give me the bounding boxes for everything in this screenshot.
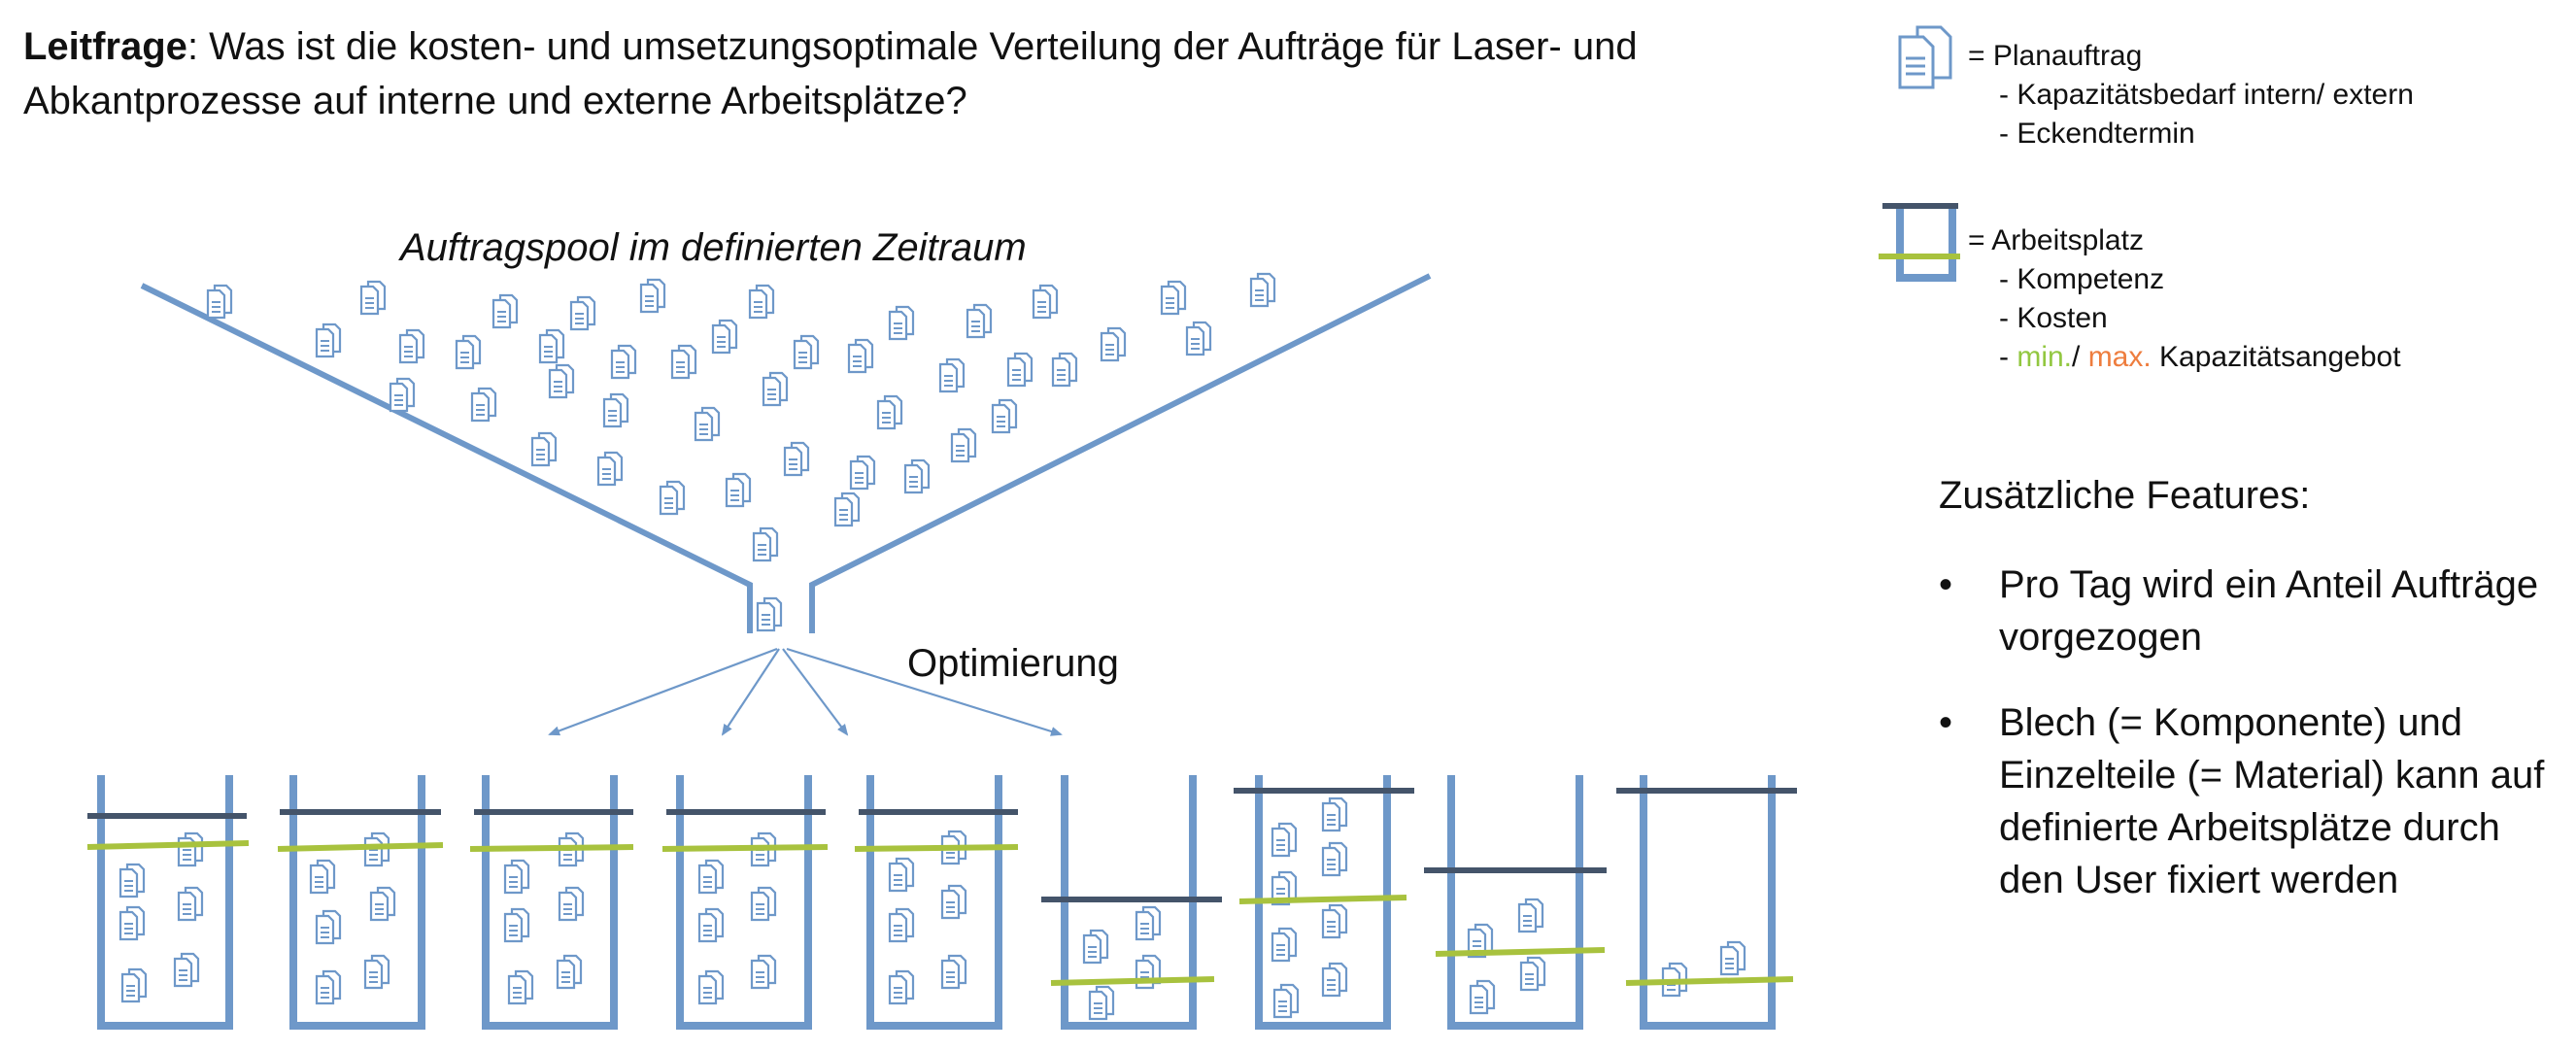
feature-item: • Pro Tag wird ein Anteil Aufträge vorge… [1939, 559, 2560, 663]
min-capacity-label: min. [2017, 341, 2073, 373]
order-legend: = Planauftrag - Kapazitätsbedarf intern/… [1968, 37, 2414, 153]
workplace-4 [661, 775, 829, 1030]
order-pool-label: Auftragspool im definierten Zeitraum [398, 226, 1027, 269]
workplace-2 [277, 775, 444, 1030]
workplace-legend-item-competence: - Kompetenz [1999, 263, 2165, 295]
workplace-3 [469, 775, 634, 1030]
workplace-legend: = Arbeitsplatz - Kompetenz - Kosten - mi… [1968, 221, 2401, 377]
features-panel: Zusätzliche Features: • Pro Tag wird ein… [1939, 474, 2560, 906]
workplace-legend-title: = Arbeitsplatz [1968, 224, 2144, 256]
max-capacity-label: max. [2087, 341, 2152, 373]
workplace-8 [1424, 775, 1607, 1030]
order-legend-item-capacity: - Kapazitätsbedarf intern/ extern [1999, 79, 2414, 111]
question-text: : Was ist die kosten- und umsetzungsopti… [23, 25, 1638, 122]
features-title: Zusätzliche Features: [1939, 474, 2311, 517]
order-legend-title: = Planauftrag [1968, 40, 2143, 72]
order-pool-documents [206, 272, 1276, 632]
workplace-5 [854, 775, 1019, 1030]
feature-text: Blech (= Komponente) und Einzelteile (= … [1999, 701, 2545, 901]
workplace-9 [1616, 775, 1797, 1030]
question-label: Leitfrage [23, 25, 187, 68]
optimization-label: Optimierung [907, 642, 1119, 685]
order-pool-funnel [140, 273, 1432, 633]
order-legend-icon [1898, 25, 1952, 89]
workplace-7 [1234, 775, 1414, 1030]
order-legend-item-deadline: - Eckendtermin [1999, 118, 2195, 150]
bullet-icon: • [1939, 563, 1953, 606]
workplace-6 [1041, 775, 1222, 1030]
feature-item: • Blech (= Komponente) und Einzelteile (… [1939, 696, 2560, 906]
optimization-arrows [548, 647, 1063, 736]
feature-text: Pro Tag wird ein Anteil Aufträge vorgezo… [1999, 563, 2539, 659]
workplace-1 [86, 775, 250, 1030]
guiding-question: Leitfrage: Was ist die kosten- und umset… [23, 19, 1869, 128]
workplace-legend-item-costs: - Kosten [1999, 302, 2108, 334]
bullet-icon: • [1939, 701, 1953, 744]
workplace-legend-item-capacity: - min./ max. Kapazitätsangebot [1999, 341, 2401, 373]
workplace-legend-icon [1879, 203, 1960, 282]
